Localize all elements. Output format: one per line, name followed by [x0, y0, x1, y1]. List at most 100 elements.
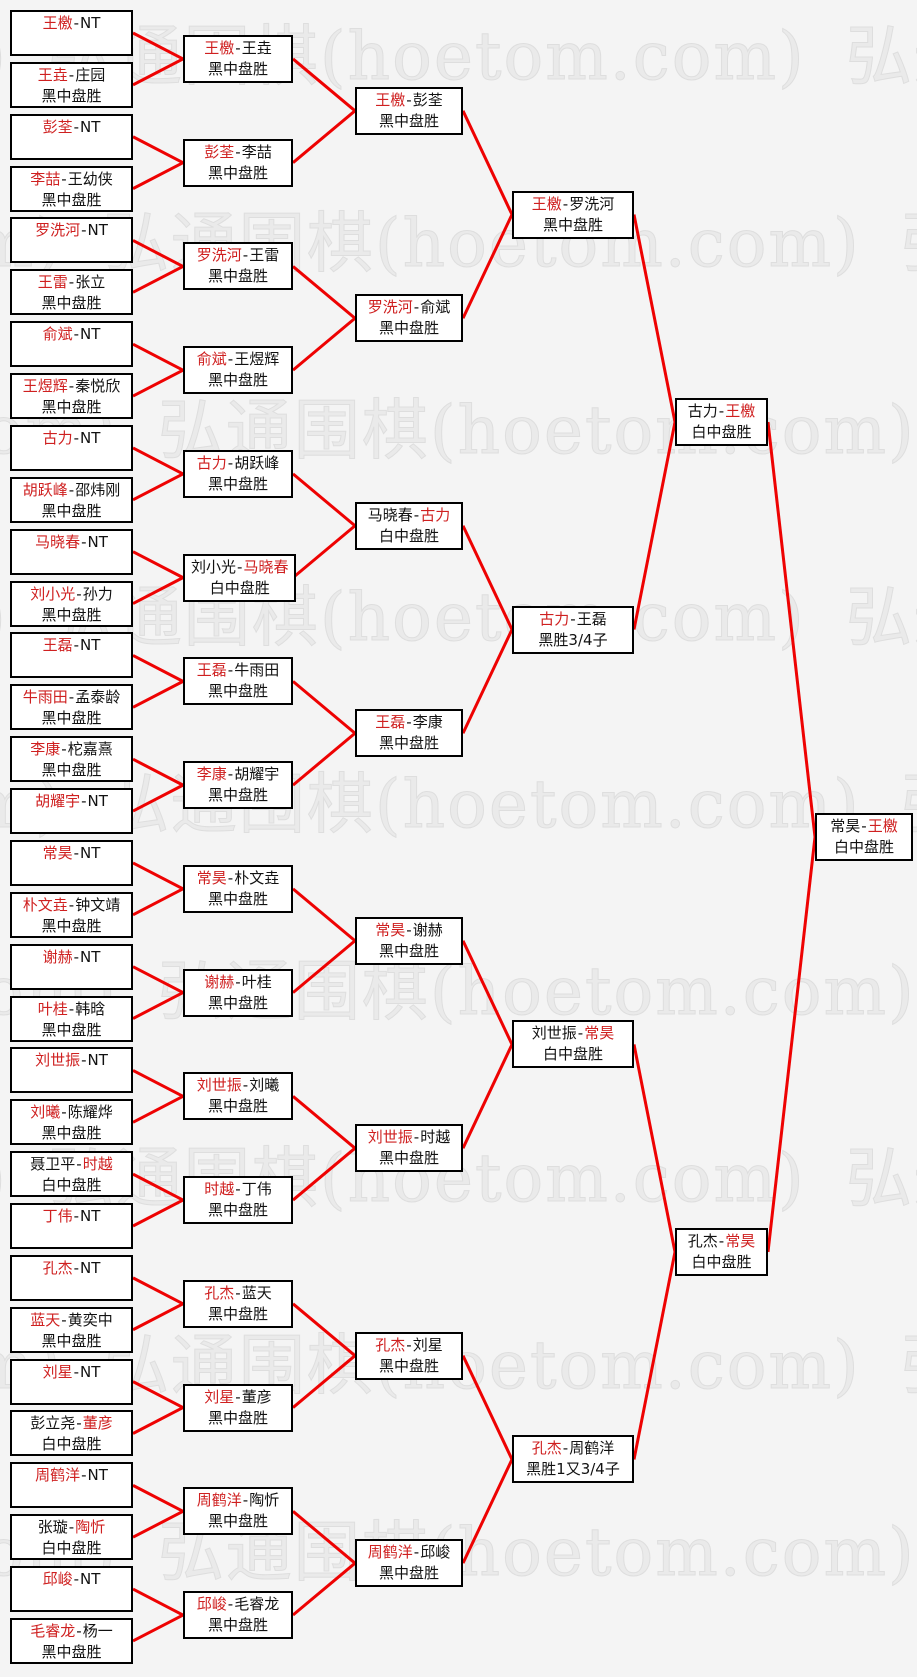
player-separator: - — [406, 713, 412, 732]
player1-name: 周鹤洋 — [196, 1491, 242, 1510]
player-separator: - — [68, 273, 75, 292]
match-players: 毛睿龙-杨一 — [18, 1621, 125, 1642]
player-separator: - — [577, 1024, 584, 1043]
match-round-1-5: 罗洗河-NT — [10, 217, 133, 264]
bracket-connector-line — [292, 317, 356, 372]
bracket-connector-line — [132, 965, 184, 994]
player-separator: - — [413, 1543, 420, 1562]
bracket-connector-line — [461, 525, 514, 631]
match-players: 刘世振-常昊 — [520, 1023, 626, 1044]
player-separator: - — [235, 1387, 241, 1406]
player2-name: 常昊 — [725, 1231, 756, 1250]
match-result: 白中盘胜 — [691, 1252, 752, 1271]
match-round-1-4: 李喆-王幼侠 黑中盘胜 — [10, 165, 133, 212]
match-players: 李康-柁嘉熹 — [18, 739, 125, 760]
match-round-2-14: 刘星-董彦 黑中盘胜 — [183, 1383, 293, 1432]
match-round-1-15: 李康-柁嘉熹 黑中盘胜 — [10, 736, 133, 783]
match-round-2-10: 谢赫-叶桂 黑中盘胜 — [183, 968, 293, 1017]
player1-name: 刘世振 — [531, 1024, 577, 1043]
match-players: 刘世振-时越 — [363, 1127, 455, 1148]
player2-name: 王幼侠 — [67, 169, 113, 188]
player-separator: - — [570, 609, 576, 628]
player1-name: 邱峻 — [42, 1570, 73, 1589]
match-round-2-4: 俞斌-王煜辉 黑中盘胜 — [183, 346, 293, 395]
match-quarterfinals-2: 古力-王磊 黑胜3/4子 — [512, 605, 634, 654]
match-round-1-20: 叶桂-韩晗 黑中盘胜 — [10, 995, 133, 1042]
player1-name: 刘世振 — [35, 1051, 81, 1070]
match-result: 黑中盘胜 — [41, 1331, 102, 1350]
player1-name: 罗洗河 — [196, 246, 242, 265]
player1-name: 王檄 — [531, 194, 562, 213]
bracket-connector-line — [461, 213, 514, 319]
match-players: 王檄-NT — [18, 13, 125, 34]
player2-name: NT — [80, 843, 101, 862]
match-players: 彭立尧-董彦 — [18, 1413, 125, 1434]
match-result: 黑中盘胜 — [41, 1020, 102, 1039]
player2-name: NT — [80, 1207, 101, 1225]
bracket-connector-line — [132, 550, 184, 579]
match-semifinals-2: 孔杰-常昊 白中盘胜 — [675, 1227, 768, 1276]
match-round-3-6: 刘世振-时越 黑中盘胜 — [355, 1124, 463, 1173]
bracket-connector-line — [132, 1613, 184, 1643]
player-separator: - — [73, 636, 80, 655]
match-result: 黑中盘胜 — [542, 215, 603, 234]
player1-name: 周鹤洋 — [35, 1466, 81, 1485]
bracket-connector-line — [132, 887, 184, 917]
bracket-connector-line — [292, 109, 356, 164]
watermark-text: 弘通围棋(hoetom.com) — [47, 579, 806, 656]
player1-name: 聂卫平 — [30, 1155, 76, 1174]
match-players: 王雷-张立 — [18, 272, 125, 293]
player-separator: - — [81, 1051, 87, 1070]
player-separator: - — [73, 428, 80, 447]
match-players: 刘曦-陈耀烨 — [18, 1102, 125, 1123]
bracket-connector-line — [132, 861, 184, 891]
player1-name: 胡耀宇 — [35, 792, 81, 811]
match-round-1-32: 毛睿龙-杨一 黑中盘胜 — [10, 1617, 133, 1664]
bracket-connector-line — [132, 991, 184, 1020]
player2-name: 庄园 — [75, 65, 106, 84]
player-separator: - — [227, 661, 234, 680]
bracket-connector-line — [132, 1302, 184, 1332]
match-result: 白中盘胜 — [41, 1435, 102, 1454]
player2-name: 董彦 — [241, 1387, 272, 1406]
match-players: 刘世振-NT — [18, 1050, 125, 1071]
match-result: 黑中盘胜 — [378, 1564, 439, 1583]
match-round-2-1: 王檄-王垚 黑中盘胜 — [183, 34, 293, 83]
player1-name: 王磊 — [375, 713, 406, 732]
match-round-3-8: 周鹤洋-邱峻 黑中盘胜 — [355, 1539, 463, 1588]
player2-name: 牛雨田 — [234, 661, 280, 680]
player2-name: NT — [80, 1570, 101, 1589]
player2-name: NT — [80, 117, 101, 136]
match-result: 黑中盘胜 — [207, 371, 268, 390]
player1-name: 古力 — [539, 609, 570, 628]
player2-name: 韩晗 — [75, 999, 106, 1018]
bracket-connector-line — [632, 214, 677, 423]
match-round-1-6: 王雷-张立 黑中盘胜 — [10, 269, 133, 316]
watermark-text: 弘通围棋(hoetom.com) — [47, 18, 806, 95]
match-round-2-2: 彭荃-李喆 黑中盘胜 — [183, 138, 293, 187]
match-result: 黑中盘胜 — [378, 1149, 439, 1168]
player2-name: 罗洗河 — [569, 194, 615, 213]
match-round-2-16: 邱峻-毛睿龙 黑中盘胜 — [183, 1591, 293, 1640]
player2-name: 马晓春 — [243, 557, 289, 576]
watermark-row: 弘通围棋(hoetom.com)弘通围棋(hoetom.com)弘通围棋(hoe… — [0, 1143, 917, 1214]
player-separator: - — [718, 402, 725, 421]
match-round-2-13: 孔杰-蓝天 黑中盘胜 — [183, 1279, 293, 1328]
bracket-connector-line — [132, 1406, 184, 1435]
player2-name: 邵炜刚 — [75, 480, 121, 499]
match-result: 黑中盘胜 — [378, 319, 439, 338]
match-round-1-2: 王垚-庄园 黑中盘胜 — [10, 61, 133, 108]
watermark-text: 弘通围棋(hoetom.com) — [845, 579, 917, 656]
player1-name: 刘小光 — [30, 584, 76, 603]
player2-name: 孙力 — [82, 584, 113, 603]
player1-name: 谢赫 — [204, 972, 235, 991]
player2-name: NT — [87, 221, 108, 240]
player2-name: 陶忻 — [75, 1518, 106, 1537]
player-separator: - — [227, 868, 234, 887]
player1-name: 马晓春 — [367, 505, 413, 524]
match-players: 孔杰-常昊 — [683, 1231, 760, 1252]
player-separator: - — [68, 999, 75, 1018]
watermark-text: 弘通围棋(hoetom.com) — [845, 18, 917, 95]
player-separator: - — [73, 843, 80, 862]
bracket-connector-line — [292, 1354, 356, 1409]
